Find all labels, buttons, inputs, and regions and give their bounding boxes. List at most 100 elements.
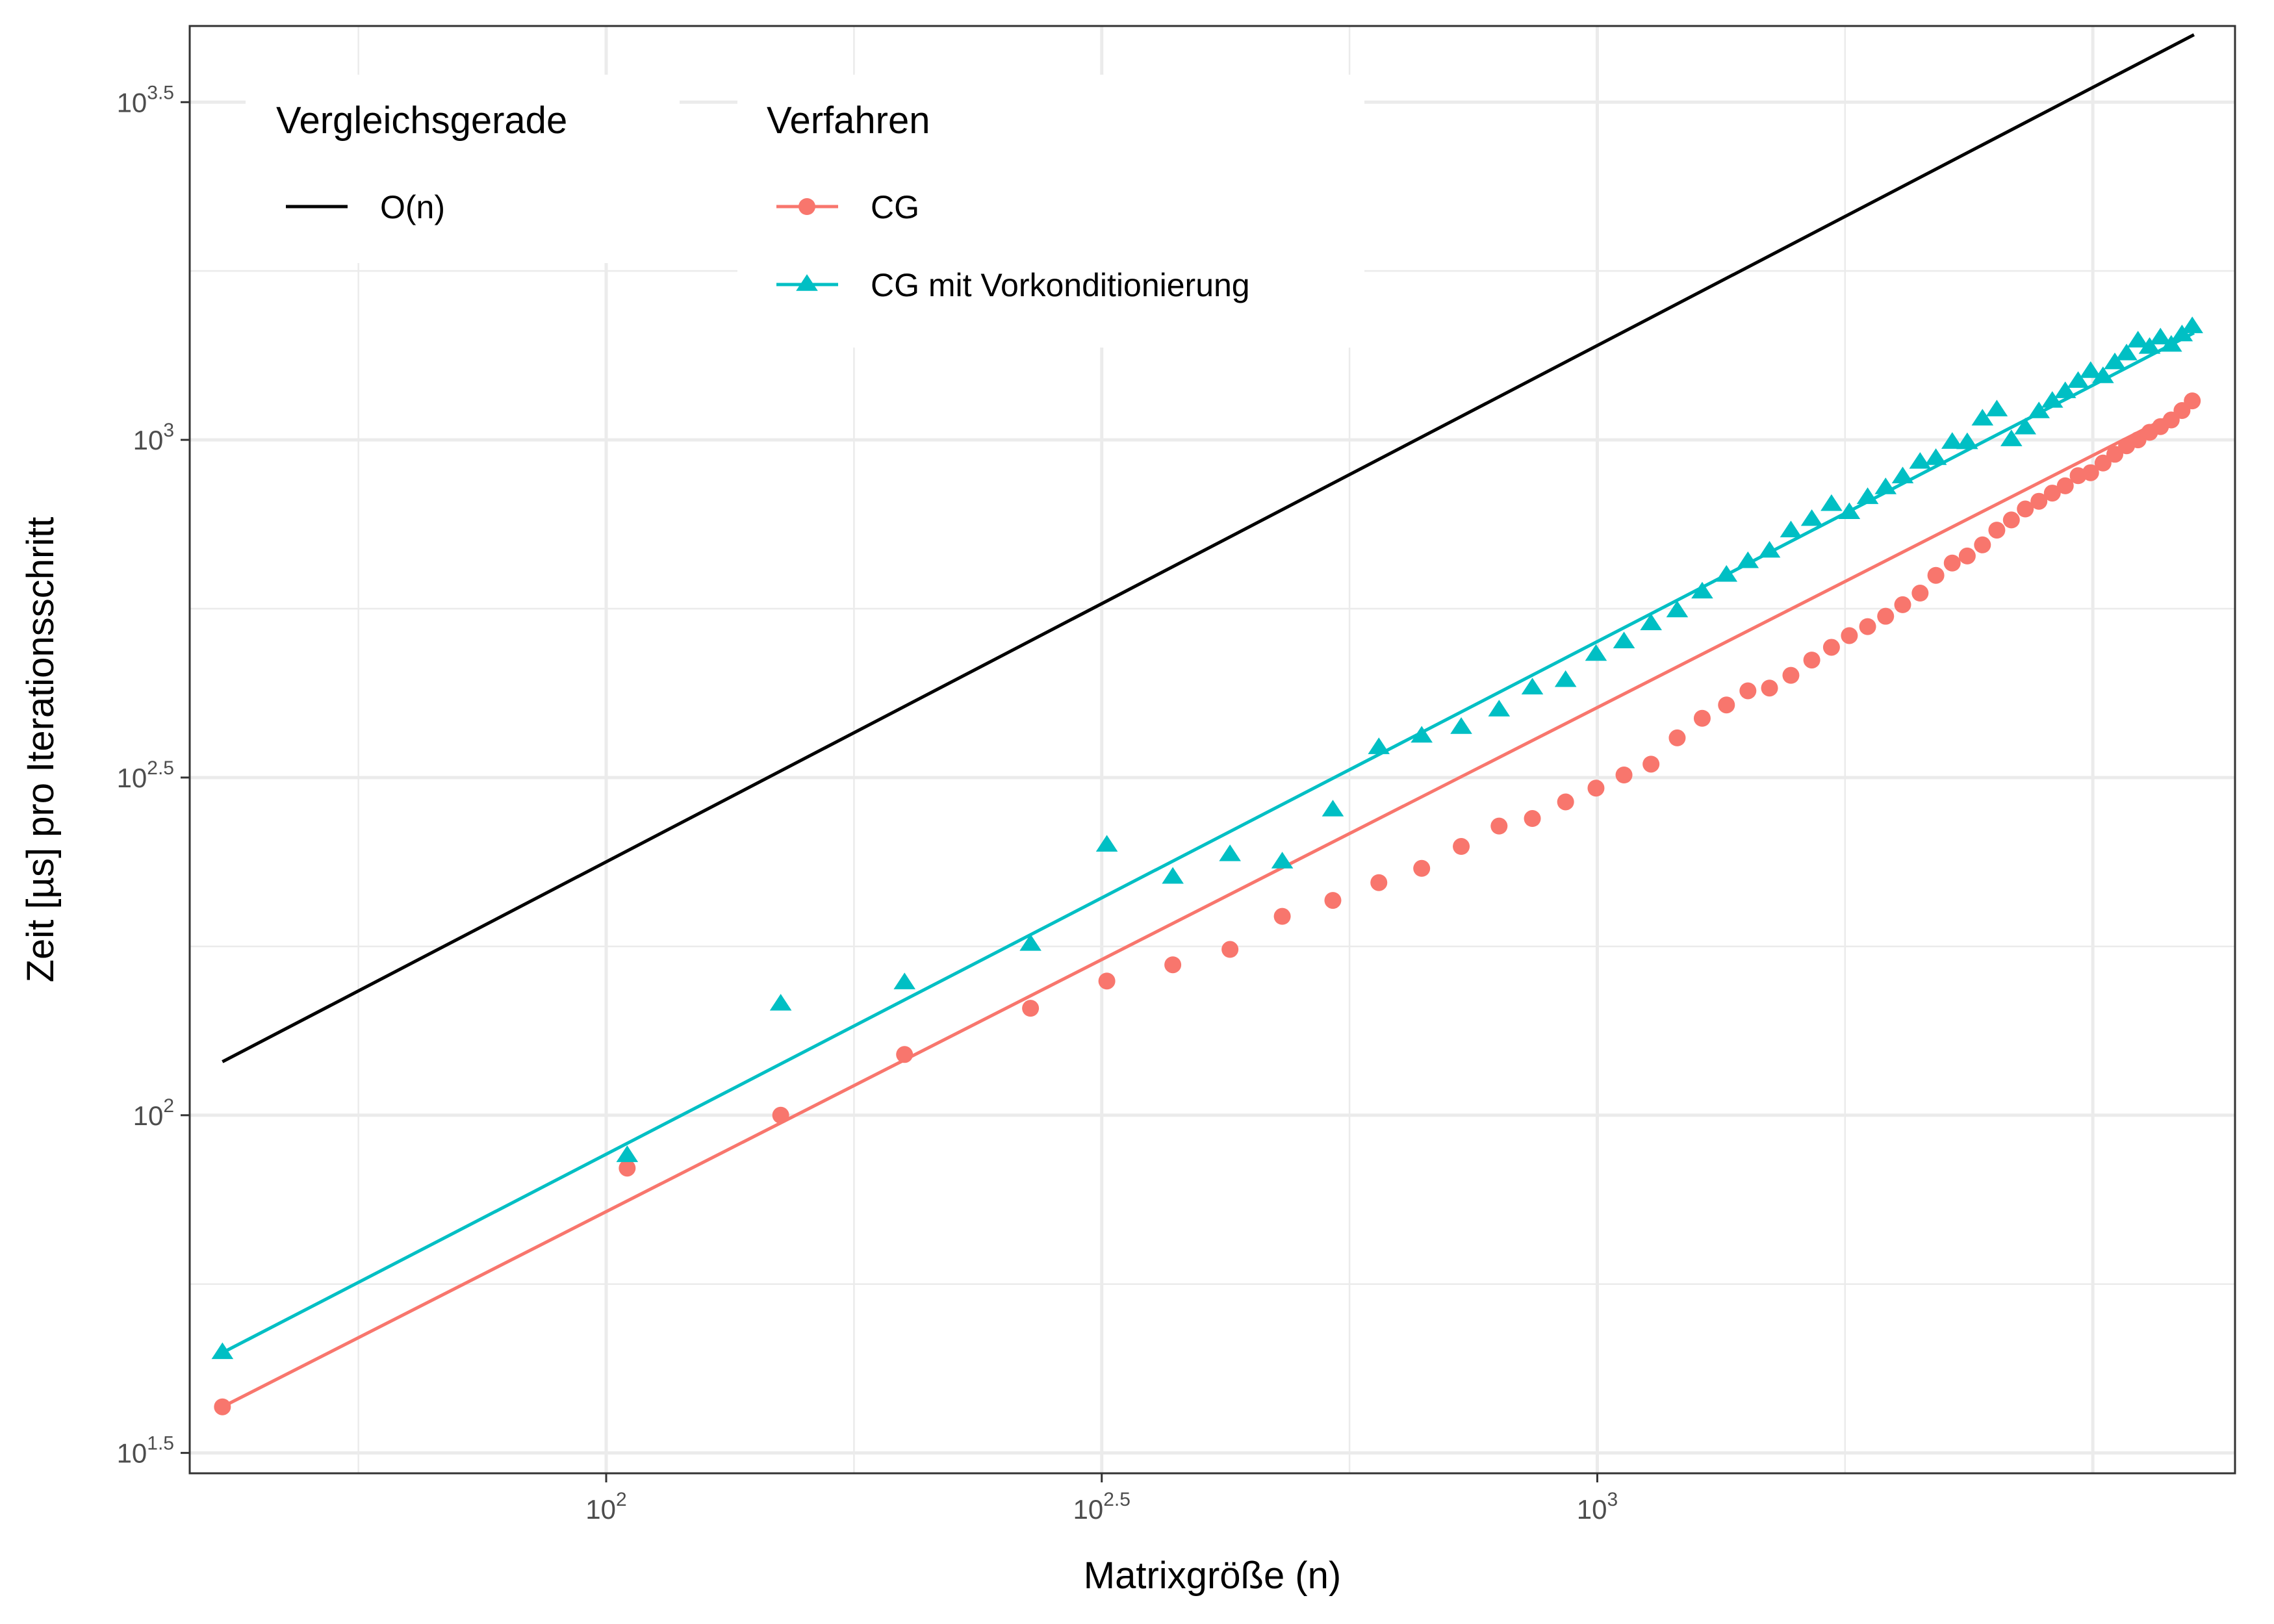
- data-point-cg: [772, 1106, 789, 1124]
- data-point-cg: [1974, 536, 1991, 553]
- data-point-cg-vorkonditionierung: [1971, 409, 1994, 426]
- data-point-cg: [1370, 874, 1388, 891]
- data-point-cg: [1221, 941, 1239, 958]
- data-point-cg-vorkonditionierung: [2092, 366, 2114, 383]
- data-point-cg-vorkonditionierung: [1891, 466, 1914, 484]
- data-point-cg: [214, 1398, 231, 1415]
- y-tick-label: 103.5: [117, 82, 174, 118]
- legend-title-vergleichsgerade: Vergleichsgerade: [276, 99, 567, 142]
- data-point-cg: [1803, 652, 1820, 669]
- data-point-cg: [1958, 547, 1976, 565]
- data-point-cg: [1927, 566, 1945, 584]
- x-tick-label: 102: [585, 1489, 626, 1525]
- data-point-cg-vorkonditionierung: [769, 994, 792, 1011]
- data-point-cg: [1911, 585, 1929, 602]
- data-point-cg: [1859, 618, 1876, 635]
- data-point-cg: [1761, 679, 1778, 697]
- data-point-cg-vorkonditionierung: [1924, 448, 1947, 465]
- data-point-cg-vorkonditionierung: [1820, 494, 1843, 511]
- reference-line-layer: [222, 33, 2195, 1063]
- data-point-cg-vorkonditionierung: [2181, 316, 2204, 333]
- data-point-cg-vorkonditionierung: [2079, 361, 2102, 378]
- data-point-cg-vorkonditionierung: [1411, 726, 1433, 743]
- data-point-cg: [2002, 511, 2020, 529]
- data-point-cg-vorkonditionierung: [1941, 432, 1963, 449]
- y-axis-title: Zeit [µs] pro Iterationsschritt: [19, 517, 62, 983]
- data-points-layer: [211, 316, 2204, 1415]
- data-point-cg-vorkonditionierung: [2000, 429, 2023, 446]
- data-point-cg-vorkonditionierung: [1780, 520, 1802, 538]
- data-point-cg: [1782, 666, 1800, 684]
- data-point-cg-vorkonditionierung: [1800, 509, 1823, 526]
- data-point-cg-vorkonditionierung: [2149, 327, 2172, 345]
- data-point-cg-vorkonditionierung: [1271, 852, 1294, 869]
- data-point-cg: [1718, 696, 1735, 714]
- x-tick-label: 103: [1577, 1489, 1618, 1525]
- data-point-cg-vorkonditionierung: [1838, 502, 1861, 520]
- legend-label-series: CG: [871, 189, 919, 225]
- data-point-cg: [1098, 972, 1116, 990]
- data-point-cg-vorkonditionierung: [1874, 477, 1897, 494]
- data-point-cg-vorkonditionierung: [893, 972, 916, 989]
- data-point-cg-vorkonditionierung: [1986, 400, 2008, 416]
- data-point-cg-vorkonditionierung: [1450, 717, 1472, 734]
- data-point-cg: [2030, 492, 2048, 510]
- data-point-cg-vorkonditionierung: [1585, 644, 1607, 661]
- y-tick-label: 103: [133, 420, 174, 455]
- data-point-cg: [1453, 838, 1470, 856]
- legend-box-verfahren: [737, 75, 1364, 348]
- data-point-cg-vorkonditionierung: [211, 1342, 234, 1360]
- data-point-cg-vorkonditionierung: [1095, 835, 1118, 852]
- data-point-cg: [2056, 477, 2074, 494]
- data-point-cg-vorkonditionierung: [2104, 352, 2126, 370]
- data-point-cg: [619, 1160, 636, 1177]
- data-point-cg: [1273, 907, 1291, 925]
- data-point-cg: [1490, 817, 1508, 835]
- data-point-cg: [2082, 464, 2099, 481]
- x-tick-label: 102.5: [1073, 1489, 1131, 1525]
- data-point-cg: [2017, 500, 2034, 518]
- data-point-cg-vorkonditionierung: [1219, 844, 1241, 861]
- data-point-cg-vorkonditionierung: [2041, 391, 2063, 408]
- panel-border: [188, 25, 2236, 1475]
- data-point-cg-vorkonditionierung: [1758, 540, 1781, 558]
- data-point-cg-vorkonditionierung: [1521, 678, 1544, 694]
- data-point-cg: [1841, 627, 1858, 644]
- reference-line-o-n: [222, 33, 2195, 1063]
- data-point-cg-vorkonditionierung: [1554, 670, 1577, 687]
- legend-label-o-n: O(n): [380, 189, 445, 225]
- data-point-cg-vorkonditionierung: [1640, 613, 1662, 631]
- data-point-cg-vorkonditionierung: [1666, 600, 1689, 618]
- legend-key-triangle: [796, 274, 818, 291]
- data-point-cg: [1587, 780, 1605, 797]
- data-point-cg: [1894, 596, 1911, 613]
- data-point-cg: [2106, 446, 2124, 463]
- data-point-cg-vorkonditionierung: [2138, 337, 2161, 354]
- data-point-cg-vorkonditionierung: [1322, 800, 1344, 817]
- data-point-cg: [1524, 810, 1541, 828]
- data-point-cg: [2043, 485, 2061, 502]
- data-point-cg-vorkonditionierung: [1613, 631, 1635, 649]
- data-point-cg: [1943, 554, 1961, 572]
- y-axis-ticks: 101.5 102 102.5 103 103.5: [117, 82, 190, 1469]
- data-point-cg-vorkonditionierung: [1956, 432, 1978, 450]
- legend-title-verfahren: Verfahren: [767, 99, 930, 142]
- data-point-cg-vorkonditionierung: [1691, 581, 1713, 599]
- data-point-cg-vorkonditionierung: [1368, 737, 1390, 754]
- data-point-cg-vorkonditionierung: [2160, 335, 2182, 352]
- data-point-cg: [1822, 639, 1840, 656]
- data-point-cg: [1739, 682, 1757, 700]
- data-point-cg-vorkonditionierung: [2054, 381, 2076, 398]
- data-point-cg-vorkonditionierung: [2014, 418, 2037, 435]
- fit-line-series-1: [222, 402, 2195, 1408]
- data-point-cg-vorkonditionierung: [2127, 331, 2149, 348]
- data-point-cg-vorkonditionierung: [2115, 344, 2138, 361]
- data-point-cg: [896, 1046, 913, 1063]
- data-point-cg: [2094, 454, 2112, 472]
- y-tick-label: 101.5: [117, 1433, 174, 1469]
- y-tick-label: 102: [133, 1095, 174, 1131]
- data-point-cg-vorkonditionierung: [2028, 401, 2050, 418]
- data-point-cg: [1413, 859, 1431, 877]
- data-point-cg-vorkonditionierung: [1019, 934, 1041, 951]
